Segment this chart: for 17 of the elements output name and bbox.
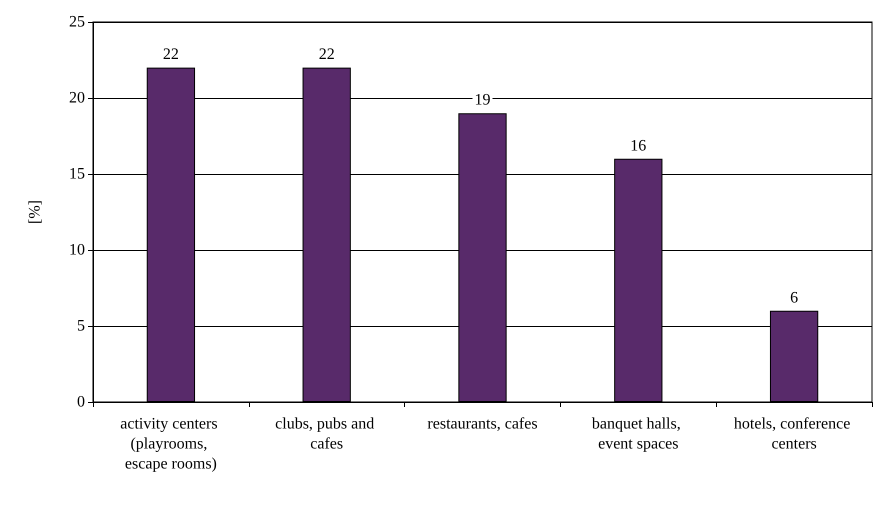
data-label: 16 xyxy=(630,137,646,154)
data-label: 22 xyxy=(162,46,179,64)
data-label: 22 xyxy=(318,46,335,64)
x-tick-label: banquet halls, event spaces xyxy=(592,416,685,452)
y-tick-label: 10 xyxy=(69,242,85,258)
y-axis-title: [%] xyxy=(26,200,44,224)
y-tick-label: 20 xyxy=(69,90,85,106)
x-tick-label: clubs, pubs and cafes xyxy=(275,416,378,452)
data-label: 19 xyxy=(474,92,490,109)
y-tick-label: 25 xyxy=(69,14,85,30)
y-tick-label: 5 xyxy=(77,318,85,334)
y-tick-label: 15 xyxy=(69,166,85,182)
x-tick-label: restaurants, cafes xyxy=(427,416,538,432)
x-tick-label: hotels, conference centers xyxy=(734,416,854,452)
x-tick-label: activity centers (playrooms, escape rooms) xyxy=(120,416,222,472)
y-tick-label: 0 xyxy=(77,394,85,410)
data-label: 6 xyxy=(790,289,798,306)
